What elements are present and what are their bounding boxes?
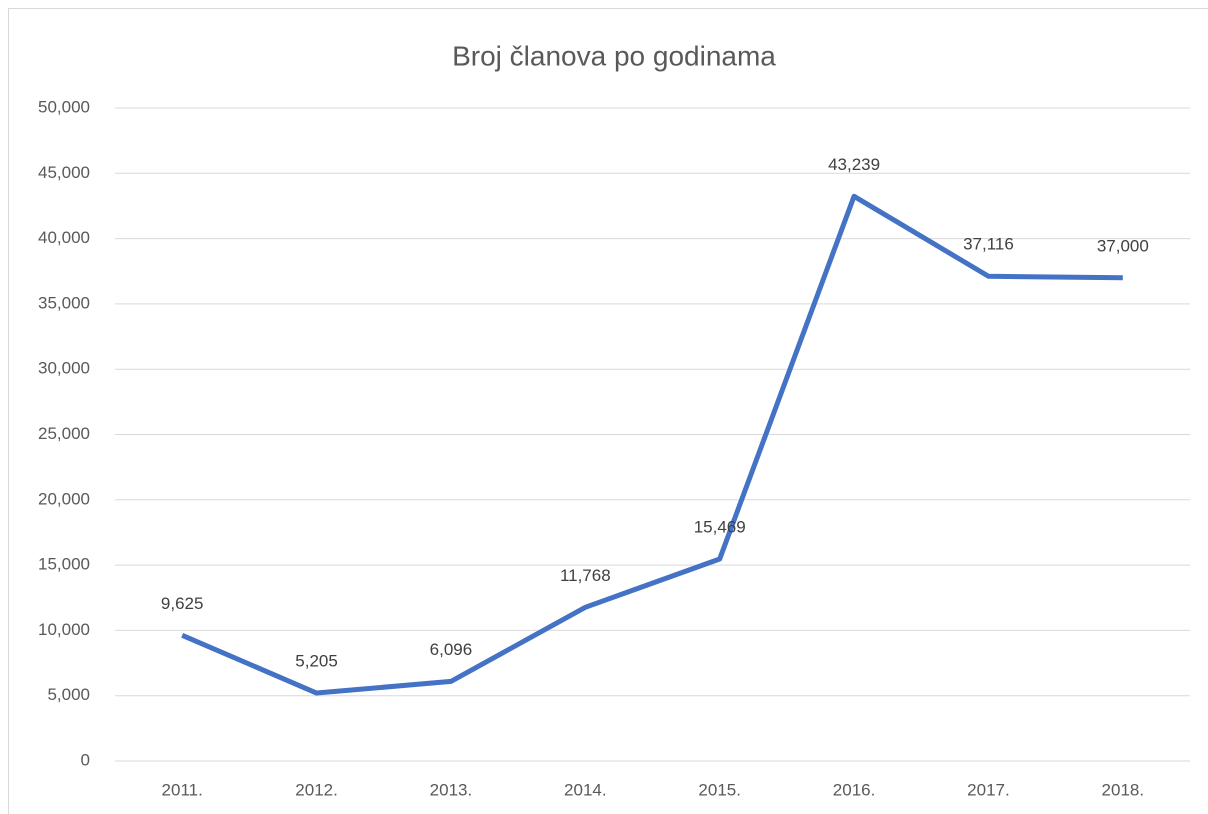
y-tick-label: 30,000 <box>38 359 90 378</box>
data-line <box>181 193 1123 696</box>
x-tick-label: 2015. <box>698 780 741 799</box>
y-tick-label: 40,000 <box>38 228 90 247</box>
y-tick-label: 25,000 <box>38 424 90 443</box>
x-tick-label: 2016. <box>833 780 876 799</box>
y-tick-label: 20,000 <box>38 489 90 508</box>
y-tick-label: 15,000 <box>38 555 90 574</box>
y-tick-label: 35,000 <box>38 293 90 312</box>
y-tick-label: 50,000 <box>38 97 90 116</box>
data-label: 37,000 <box>1097 236 1149 255</box>
data-label: 5,205 <box>295 652 338 671</box>
x-tick-label: 2011. <box>162 780 203 799</box>
x-tick-label: 2014. <box>564 780 607 799</box>
chart-title: Broj članova po godinama <box>452 40 776 71</box>
y-tick-label: 0 <box>81 750 90 769</box>
data-label: 9,625 <box>161 594 204 613</box>
y-tick-label: 45,000 <box>38 163 90 182</box>
data-label: 43,239 <box>828 155 880 174</box>
x-tick-label: 2017. <box>967 780 1010 799</box>
x-tick-label: 2018. <box>1102 780 1145 799</box>
y-tick-label: 10,000 <box>38 620 90 639</box>
data-label: 15,469 <box>694 517 746 536</box>
data-label: 11,768 <box>560 566 611 585</box>
x-tick-label: 2012. <box>295 780 338 799</box>
data-label: 37,116 <box>963 235 1014 254</box>
data-label: 6,096 <box>430 640 473 659</box>
y-tick-label: 5,000 <box>47 685 90 704</box>
chart-border <box>8 8 1208 814</box>
x-tick-label: 2013. <box>430 780 473 799</box>
